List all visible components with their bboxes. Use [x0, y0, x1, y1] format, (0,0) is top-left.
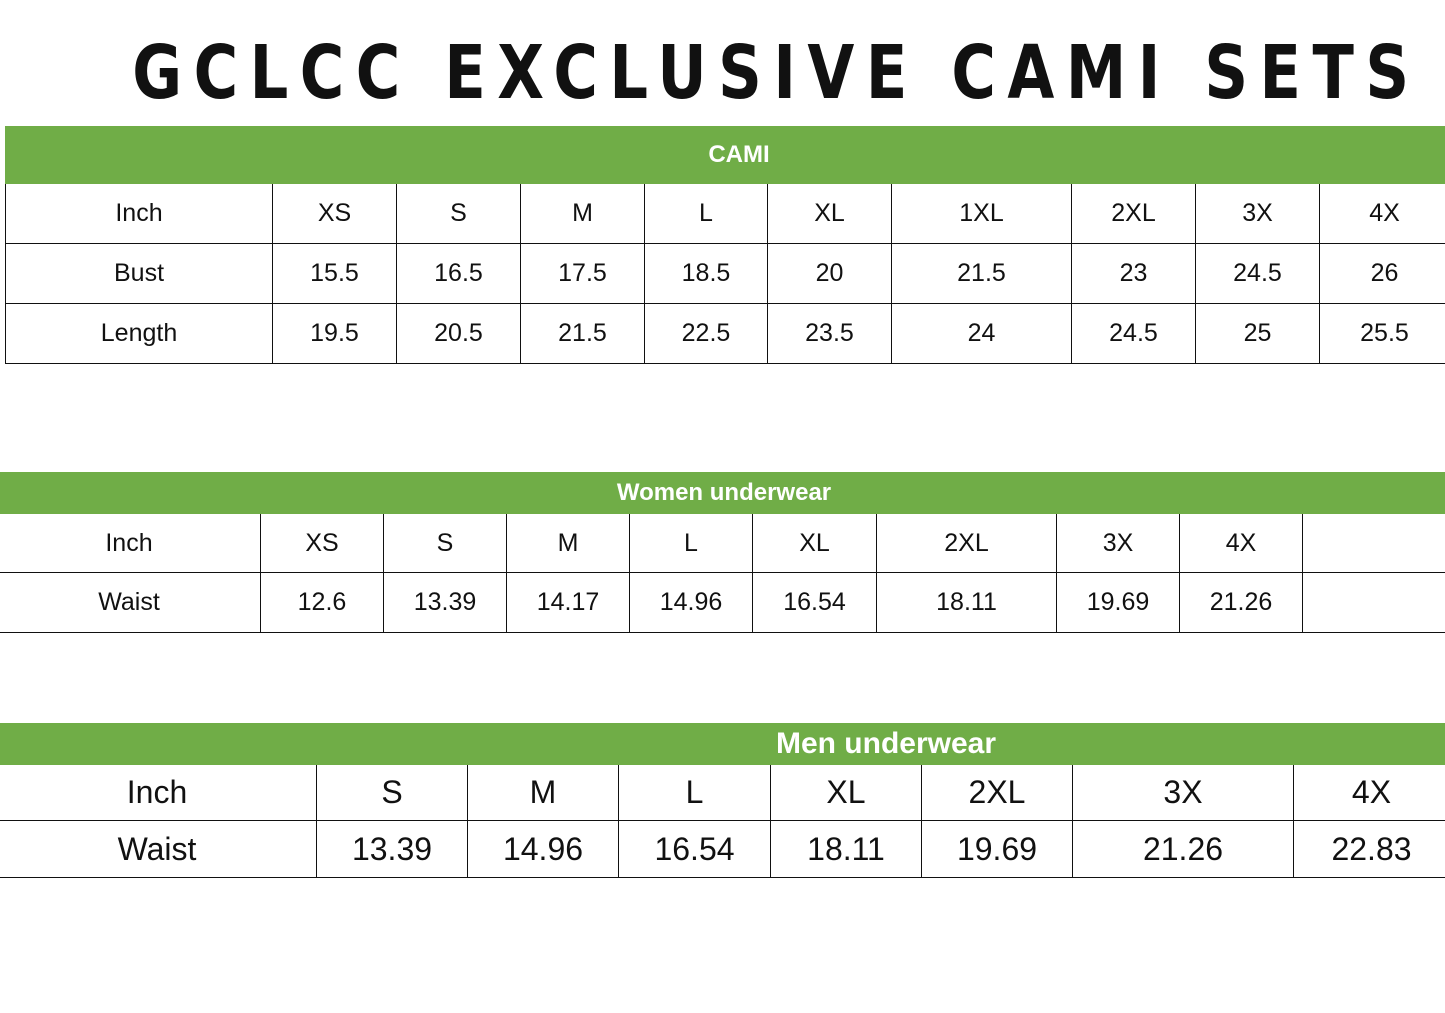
size-header-cell: 3X — [1073, 765, 1294, 821]
table-title: CAMI — [708, 141, 770, 168]
measurement-value: 19.5 — [273, 304, 397, 364]
size-header-cell: M — [507, 514, 630, 573]
measurement-value: 19.69 — [922, 821, 1073, 878]
table-title: Men underwear — [775, 727, 997, 760]
size-header-cell: 2XL — [1072, 184, 1196, 244]
measurement-value: 14.17 — [507, 573, 630, 633]
women-underwear-header: Women underwear — [0, 472, 1445, 514]
unit-label: Inch — [5, 184, 273, 244]
size-header-cell: L — [619, 765, 771, 821]
measurement-value: 22.5 — [645, 304, 768, 364]
measurement-label: Waist — [0, 821, 317, 878]
measurement-value: 21.5 — [892, 244, 1072, 304]
cami-header: CAMI — [5, 126, 1445, 184]
measurement-value: 25.5 — [1320, 304, 1445, 364]
measurement-value: 16.54 — [619, 821, 771, 878]
size-header-cell: S — [397, 184, 521, 244]
page-title: GCLCC EXCLUSIVE CAMI SETS — [132, 30, 1421, 116]
measurement-value: 18.11 — [877, 573, 1057, 633]
measurement-value: 23.5 — [768, 304, 892, 364]
measurement-value: 15.5 — [273, 244, 397, 304]
measurement-value: 24.5 — [1072, 304, 1196, 364]
size-header-cell: L — [630, 514, 753, 573]
size-header-cell: S — [317, 765, 468, 821]
size-header-cell: M — [521, 184, 645, 244]
size-header-cell: 4X — [1180, 514, 1303, 573]
measurement-value: 13.39 — [317, 821, 468, 878]
size-header-cell: S — [384, 514, 507, 573]
size-header-cell: L — [645, 184, 768, 244]
size-header-cell: 3X — [1196, 184, 1320, 244]
measurement-value: 24.5 — [1196, 244, 1320, 304]
measurement-value: 13.39 — [384, 573, 507, 633]
size-header-cell: XL — [753, 514, 877, 573]
measurement-label: Bust — [5, 244, 273, 304]
size-header-cell: 4X — [1320, 184, 1445, 244]
size-header-cell: 1XL — [892, 184, 1072, 244]
measurement-value: 18.11 — [771, 821, 922, 878]
size-header-cell: XS — [273, 184, 397, 244]
size-header-cell — [1303, 514, 1445, 573]
measurement-label: Waist — [0, 573, 261, 633]
size-header-cell: 2XL — [877, 514, 1057, 573]
size-header-cell: 4X — [1294, 765, 1445, 821]
measurement-value: 22.83 — [1294, 821, 1445, 878]
measurement-value: 18.5 — [645, 244, 768, 304]
measurement-value: 16.54 — [753, 573, 877, 633]
measurement-value: 20 — [768, 244, 892, 304]
measurement-value: 21.26 — [1073, 821, 1294, 878]
measurement-value: 12.6 — [261, 573, 384, 633]
men-underwear-header: Men underwear — [0, 723, 1445, 765]
measurement-value: 14.96 — [468, 821, 619, 878]
size-header-cell: 2XL — [922, 765, 1073, 821]
size-header-cell: 3X — [1057, 514, 1180, 573]
measurement-value: 20.5 — [397, 304, 521, 364]
measurement-value: 23 — [1072, 244, 1196, 304]
measurement-value: 24 — [892, 304, 1072, 364]
table-title: Women underwear — [616, 479, 832, 506]
size-header-cell: XL — [771, 765, 922, 821]
measurement-value: 19.69 — [1057, 573, 1180, 633]
size-header-cell: M — [468, 765, 619, 821]
size-header-cell: XS — [261, 514, 384, 573]
measurement-value — [1303, 573, 1445, 633]
measurement-value: 21.26 — [1180, 573, 1303, 633]
unit-label: Inch — [0, 765, 317, 821]
measurement-value: 21.5 — [521, 304, 645, 364]
measurement-value: 17.5 — [521, 244, 645, 304]
measurement-value: 14.96 — [630, 573, 753, 633]
measurement-value: 25 — [1196, 304, 1320, 364]
unit-label: Inch — [0, 514, 261, 573]
size-header-cell: XL — [768, 184, 892, 244]
measurement-label: Length — [5, 304, 273, 364]
measurement-value: 26 — [1320, 244, 1445, 304]
measurement-value: 16.5 — [397, 244, 521, 304]
